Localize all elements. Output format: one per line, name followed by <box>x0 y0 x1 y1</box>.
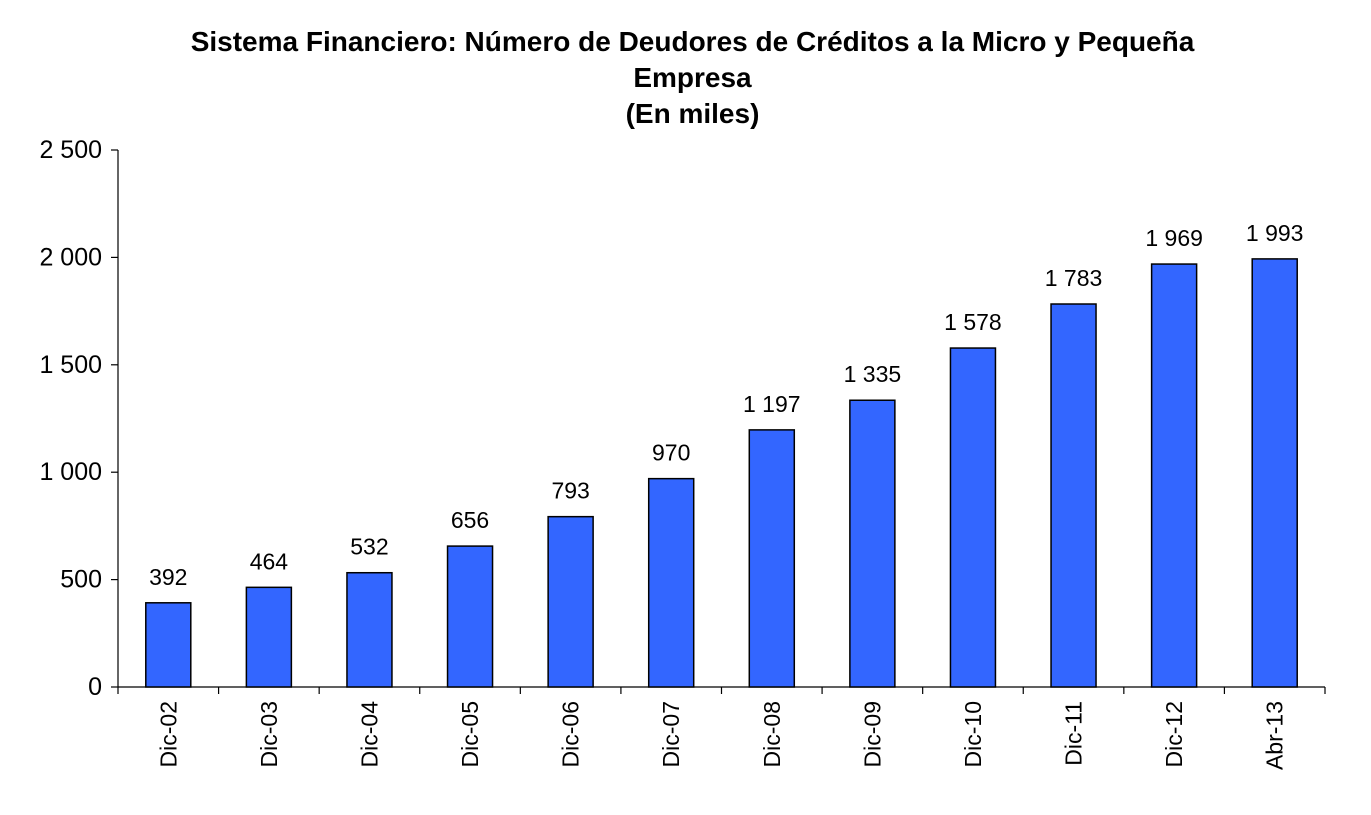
x-tick-label: Dic-02 <box>155 701 181 767</box>
y-tick-label: 500 <box>60 566 102 594</box>
x-tick-label: Dic-06 <box>558 701 584 767</box>
bar <box>346 571 393 688</box>
value-label: 1 969 <box>1145 225 1203 251</box>
value-label: 532 <box>350 534 388 560</box>
y-tick-label: 1 500 <box>39 351 102 379</box>
value-label: 656 <box>451 507 489 533</box>
value-label: 1 578 <box>944 309 1002 335</box>
chart-subtitle: (En miles) <box>625 98 760 129</box>
x-tick-label: Dic-11 <box>1061 701 1087 766</box>
bar <box>547 515 594 688</box>
y-tick-label: 2 000 <box>39 243 102 271</box>
x-tick-label: Dic-10 <box>960 701 986 767</box>
bar <box>145 602 192 688</box>
x-tick-label: Dic-08 <box>759 701 785 767</box>
bar <box>245 586 293 688</box>
y-tick-label: 1 000 <box>39 458 102 486</box>
bar <box>748 429 796 688</box>
bar <box>1050 303 1097 688</box>
bar <box>446 545 494 688</box>
chart-title: Sistema Financiero: Número de Deudores d… <box>190 26 1195 93</box>
value-label: 793 <box>551 478 589 504</box>
x-tick-label: Dic-09 <box>859 701 885 767</box>
value-label: 392 <box>149 564 187 590</box>
bar <box>849 399 896 688</box>
bar <box>1150 263 1198 688</box>
x-tick-label: Dic-07 <box>658 701 684 767</box>
x-tick-label: Dic-03 <box>256 701 282 767</box>
bar <box>949 347 997 688</box>
x-tick-label: Dic-12 <box>1161 701 1187 767</box>
x-tick-label: Abr-13 <box>1262 701 1288 770</box>
title-block: Sistema Financiero: Número de Deudores d… <box>185 24 1200 132</box>
bar <box>647 477 695 688</box>
value-label: 464 <box>250 548 289 574</box>
y-tick-label: 2 500 <box>39 136 102 164</box>
value-label: 1 993 <box>1246 220 1304 246</box>
x-tick-label: Dic-05 <box>457 701 483 767</box>
value-label: 1 783 <box>1045 265 1103 291</box>
value-label: 1 335 <box>844 361 902 387</box>
value-label: 1 197 <box>743 391 801 417</box>
y-tick-label: 0 <box>88 673 102 701</box>
bar <box>1251 258 1298 688</box>
x-tick-label: Dic-04 <box>356 701 382 768</box>
value-label: 970 <box>652 440 690 466</box>
